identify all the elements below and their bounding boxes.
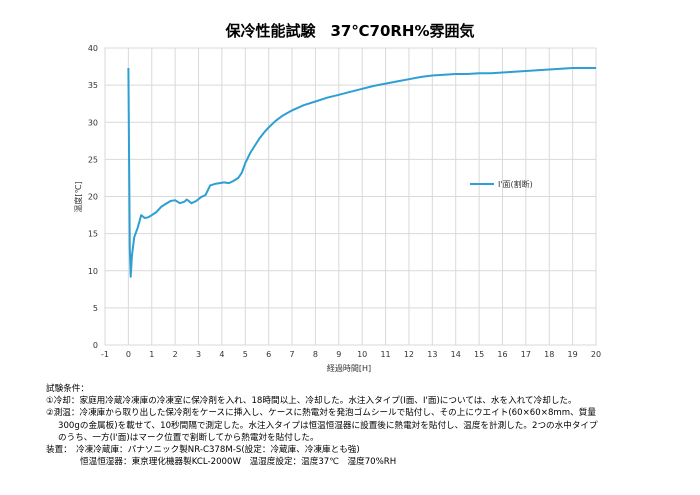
x-tick-label: 6 (266, 350, 271, 359)
y-tick-label: 35 (88, 81, 98, 90)
test-conditions: 試験条件： ①冷却：家庭用冷蔵冷凍庫の冷凍室に保冷剤を入れ、18時間以上、冷却し… (46, 383, 686, 468)
plot-area (104, 47, 597, 346)
x-tick-label: 12 (404, 350, 414, 359)
x-tick-label: 17 (521, 350, 531, 359)
notes-cooling: ①冷却：家庭用冷蔵冷凍庫の冷凍室に保冷剤を入れ、18時間以上、冷却した。水注入タ… (46, 396, 577, 407)
x-tick-label: 16 (497, 350, 507, 359)
x-tick-label: 11 (380, 350, 390, 359)
notes-equipment-1: 装置： 冷凍冷蔵庫：パナソニック製NR-C378M-S(設定：冷蔵庫、冷凍庫とも… (46, 445, 360, 456)
y-tick-label: 40 (88, 44, 98, 53)
y-tick-label: 10 (88, 267, 98, 276)
x-tick-label: 5 (243, 350, 248, 359)
y-tick-label: 30 (88, 118, 98, 127)
x-tick-label: 15 (474, 350, 484, 359)
y-tick-label: 0 (93, 341, 98, 350)
x-tick-label: 8 (313, 350, 318, 359)
x-tick-label: -1 (101, 350, 109, 359)
notes-measurement-1: ②測温：冷凍庫から取り出した保冷剤をケースに挿入し、ケースに熱電対を発泡ゴムシー… (46, 408, 596, 419)
notes-equipment-2: 恒温恒湿器：東京理化機器製KCL-2000W 温湿度設定：温度37℃ 湿度70%… (80, 457, 397, 468)
y-axis-label: 温度[℃] (73, 181, 83, 212)
x-tick-label: 9 (336, 350, 341, 359)
y-tick-label: 25 (88, 155, 98, 164)
x-tick-label: 7 (290, 350, 295, 359)
x-tick-label: 2 (173, 350, 178, 359)
y-tick-label: 20 (88, 193, 98, 202)
x-tick-label: 13 (427, 350, 437, 359)
legend-label: I'面(割断) (498, 179, 533, 189)
grid-lines (104, 47, 597, 346)
x-tick-label: 18 (544, 350, 554, 359)
x-tick-labels: -1 0 1 2 3 4 5 6 7 8 9 10 11 12 13 14 15 16 17 18 19 20 (101, 350, 601, 359)
x-tick-label: 14 (451, 350, 461, 359)
x-tick-label: 0 (126, 350, 131, 359)
y-tick-labels: 0 5 10 15 20 25 30 35 40 (88, 44, 98, 350)
y-tick-label: 5 (93, 304, 98, 313)
notes-measurement-2: 300gの金属板)を載せて、10秒間隔で測定した。水注入タイプは恒温恒湿器に設置… (58, 420, 598, 431)
x-tick-label: 20 (591, 350, 601, 359)
chart-title: 保冷性能試験 37℃70RH%雰囲気 (224, 22, 474, 40)
x-tick-label: 19 (568, 350, 578, 359)
x-tick-label: 1 (149, 350, 154, 359)
x-tick-label: 10 (357, 350, 367, 359)
notes-heading: 試験条件： (46, 384, 89, 394)
x-tick-label: 3 (196, 350, 201, 359)
y-tick-label: 15 (88, 230, 98, 239)
x-tick-label: 4 (219, 350, 224, 359)
series-line (127, 67, 596, 278)
notes-measurement-3: のうち、一方(I'面)はマーク位置で割断してから熱電対を貼付した。 (58, 432, 319, 443)
x-axis-label: 経過時間[H] (327, 363, 371, 373)
